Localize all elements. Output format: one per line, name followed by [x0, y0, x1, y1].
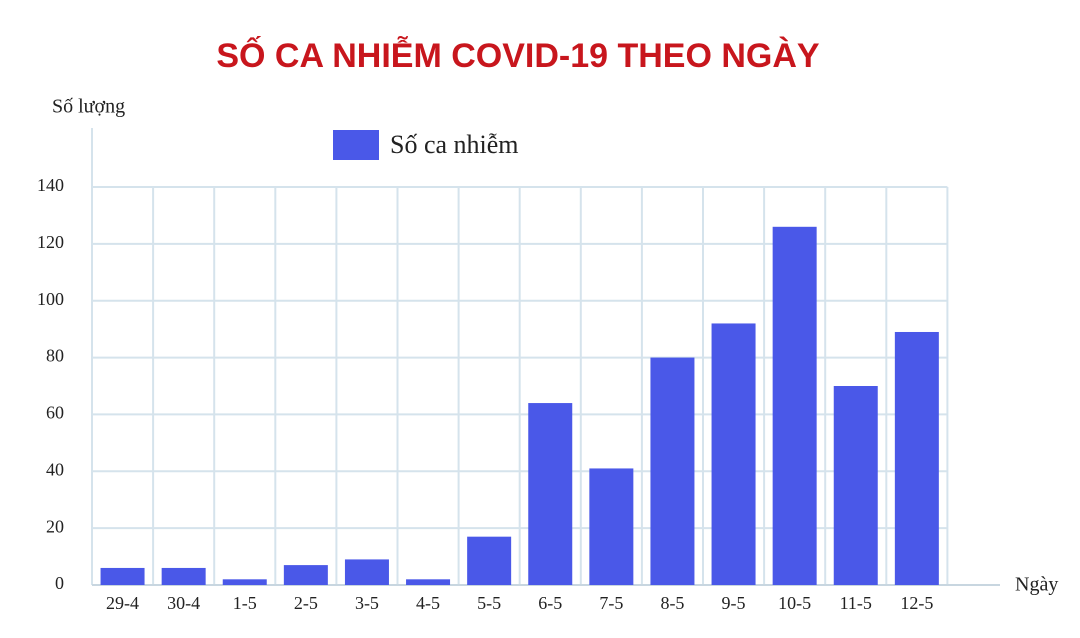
bar [711, 323, 756, 585]
bar [406, 579, 451, 585]
x-tick-label: 7-5 [599, 593, 623, 613]
y-tick-label: 100 [37, 289, 64, 309]
x-tick-label: 8-5 [660, 593, 684, 613]
bar [283, 565, 328, 585]
x-tick-label: 5-5 [477, 593, 501, 613]
x-tick-label: 12-5 [900, 593, 933, 613]
y-tick-label: 140 [37, 175, 64, 195]
y-tick-label: 40 [46, 459, 64, 479]
bar [772, 226, 817, 586]
x-tick-label: 6-5 [538, 593, 562, 613]
x-tick-label: 1-5 [233, 593, 257, 613]
chart-title: SỐ CA NHIỄM COVID-19 THEO NGÀY [216, 36, 820, 75]
bar [528, 403, 573, 585]
bar [833, 386, 878, 585]
bar [467, 536, 512, 585]
x-axis-label: Ngày [1015, 574, 1058, 596]
bar [894, 331, 939, 585]
y-tick-label: 120 [37, 232, 64, 252]
legend-swatch [333, 130, 379, 160]
bar [222, 579, 267, 585]
y-axis-label: Số lượng [52, 96, 125, 118]
bar [344, 559, 389, 585]
y-tick-label: 0 [55, 573, 64, 593]
x-tick-label: 3-5 [355, 593, 379, 613]
x-tick-label: 10-5 [778, 593, 811, 613]
x-tick-label: 11-5 [840, 593, 872, 613]
x-tick-label: 4-5 [416, 593, 440, 613]
x-tick-label: 29-4 [106, 593, 139, 613]
x-tick-label: 9-5 [722, 593, 746, 613]
x-tick-label: 30-4 [167, 593, 200, 613]
bar [650, 357, 695, 585]
x-tick-label: 2-5 [294, 593, 318, 613]
bar [161, 567, 206, 585]
legend-label: Số ca nhiễm [390, 130, 519, 159]
y-tick-label: 80 [46, 346, 64, 366]
bar [589, 468, 634, 585]
bar [100, 567, 145, 585]
y-tick-label: 20 [46, 516, 64, 536]
y-tick-label: 60 [46, 403, 64, 423]
